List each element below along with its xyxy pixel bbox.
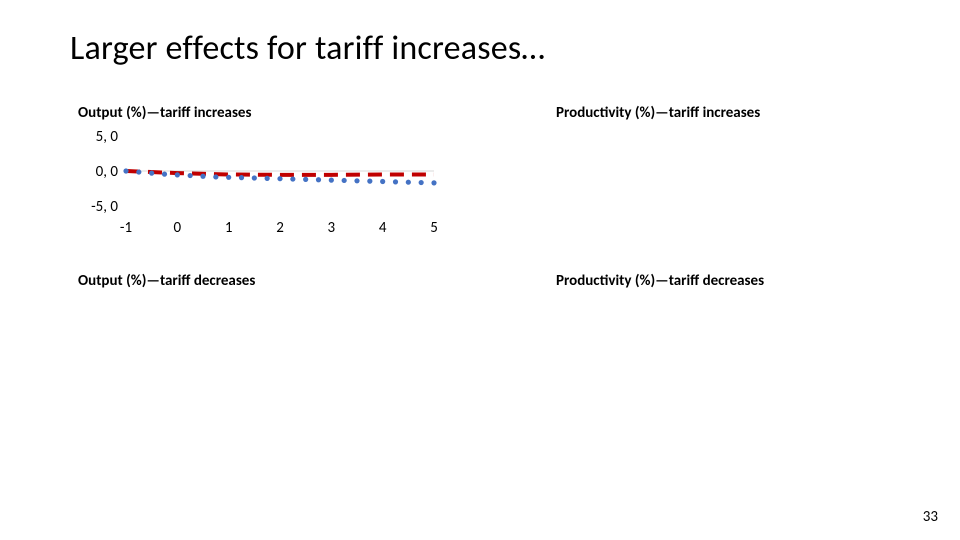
series-red-dash xyxy=(126,171,434,175)
x-tick-label: 1 xyxy=(225,219,233,237)
page-number: 33 xyxy=(923,508,938,526)
label-productivity-increases: Productivity (%)—tariff increases xyxy=(556,104,760,122)
label-productivity-decreases: Productivity (%)—tariff decreases xyxy=(556,272,764,290)
x-tick-label: 2 xyxy=(276,219,284,237)
x-tick-label: 5 xyxy=(430,219,438,237)
output-increases-chart: 5, 0 0, 0 -5, 0-1 0 1 2 3 4 5 xyxy=(78,130,438,255)
x-tick-label: 3 xyxy=(328,219,336,237)
x-tick-label: 4 xyxy=(379,219,387,237)
y-tick-label: 0, 0 xyxy=(96,163,119,181)
y-tick-label: 5, 0 xyxy=(96,128,119,146)
slide: { "title": "Larger effects for tariff in… xyxy=(0,0,960,540)
label-output-increases: Output (%)—tariff increases xyxy=(78,104,251,122)
y-tick-label: -5, 0 xyxy=(91,198,118,216)
chart-svg: 5, 0 0, 0 -5, 0-1 0 1 2 3 4 5 xyxy=(78,130,438,255)
slide-title: Larger effects for tariff increases… xyxy=(70,28,545,69)
label-output-decreases: Output (%)—tariff decreases xyxy=(78,272,255,290)
x-tick-label: -1 xyxy=(120,219,132,237)
x-tick-label: 0 xyxy=(174,219,182,237)
